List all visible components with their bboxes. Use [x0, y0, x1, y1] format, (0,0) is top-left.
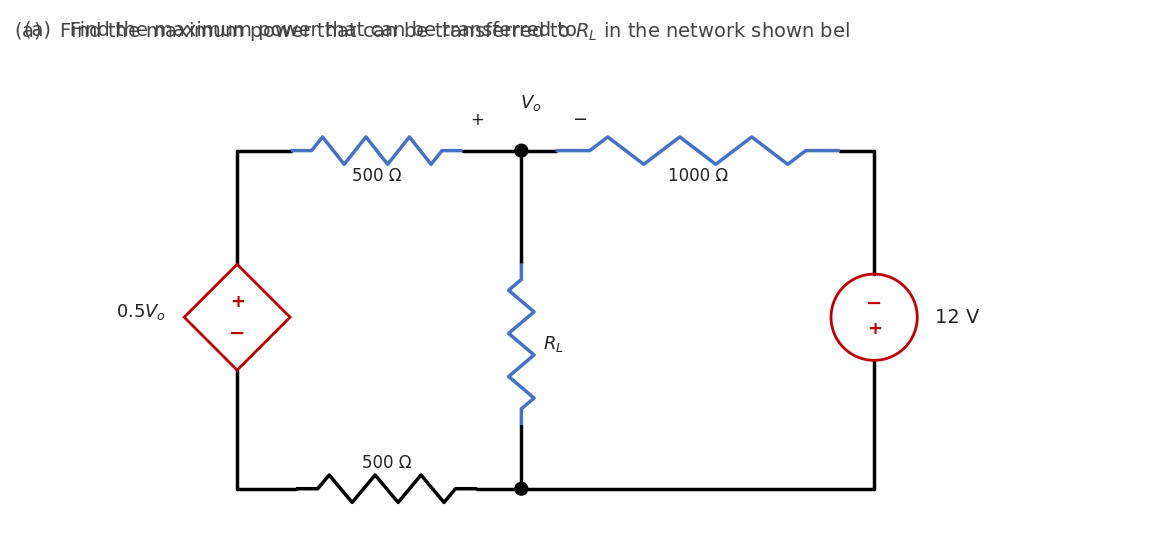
Text: (a)   Find the maximum power that can be transferred to $R_L$ in the network sho: (a) Find the maximum power that can be t…: [14, 20, 850, 42]
Text: −: −: [229, 324, 245, 343]
Text: $V_o$: $V_o$: [520, 93, 542, 113]
Text: −: −: [573, 111, 588, 129]
Text: (a)   Find the maximum power that can be transferred to: (a) Find the maximum power that can be t…: [23, 21, 582, 40]
Circle shape: [515, 482, 527, 495]
Text: +: +: [866, 320, 882, 338]
Text: $R_L$: $R_L$: [542, 334, 564, 354]
Text: 500 Ω: 500 Ω: [352, 167, 402, 185]
Text: 500 Ω: 500 Ω: [362, 454, 411, 472]
Circle shape: [515, 145, 527, 157]
Text: −: −: [866, 294, 883, 313]
Text: +: +: [230, 292, 244, 311]
Text: 1000 Ω: 1000 Ω: [668, 167, 728, 185]
Text: 12 V: 12 V: [935, 307, 979, 327]
Text: $0.5V_o$: $0.5V_o$: [116, 302, 167, 323]
Text: +: +: [471, 111, 484, 129]
